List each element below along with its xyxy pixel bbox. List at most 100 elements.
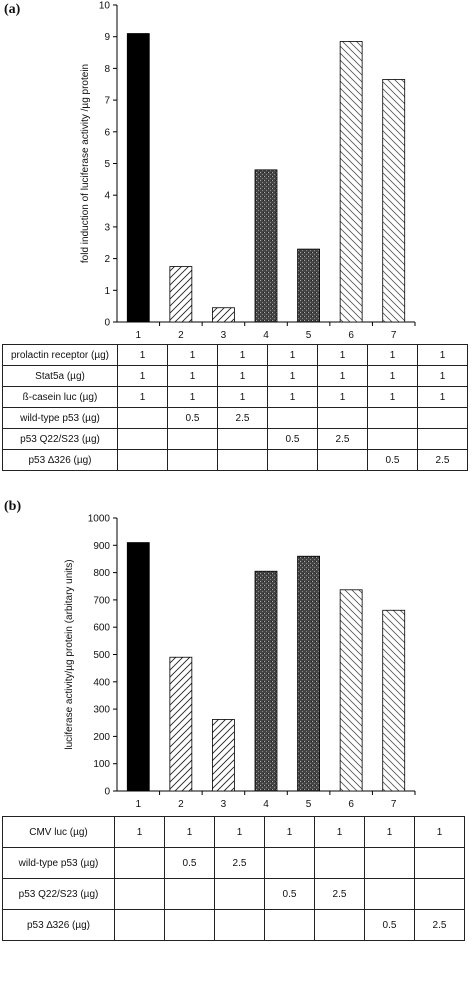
table-cell: 1: [267, 344, 318, 366]
row-label: Stat5a (µg): [2, 365, 118, 387]
table-cell: [317, 407, 368, 429]
row-label: p53 ∆326 (µg): [2, 449, 118, 471]
x-tick-label: 4: [263, 330, 269, 341]
table-cell: [364, 878, 415, 910]
y-tick-label: 900: [93, 541, 110, 552]
table-cell: 1: [167, 365, 218, 387]
bar-chart-b: 0 100 200 300 400 500 600 700 800 900 1000 lucifera…: [64, 514, 416, 810]
y-tick-label: 600: [93, 623, 110, 634]
x-tick-label: 3: [221, 799, 227, 810]
bar-chart-a: 0 1 2 3 4 5 6 7 8 9 10 fold induction of luciferase…: [80, 1, 416, 341]
bar-1: [126, 33, 150, 323]
row-label: p53 Q22/S23 (µg): [2, 428, 118, 450]
table-cell: 1: [167, 344, 218, 366]
table-cell: 1: [317, 344, 368, 366]
x-tick-label: 6: [348, 330, 354, 341]
x-tick-label: 7: [391, 799, 397, 810]
table-cell: [167, 428, 218, 450]
table-cell: 1: [367, 344, 418, 366]
table-cell: 2.5: [214, 847, 265, 879]
row-label: p53 Q22/S23 (µg): [2, 878, 115, 910]
y-tick-label: 5: [104, 159, 110, 170]
y-tick-label: 200: [93, 732, 110, 743]
table-cell: 2.5: [417, 449, 468, 471]
table-cell: 1: [317, 365, 368, 387]
y-tick-label: 800: [93, 568, 110, 579]
table-cell: [267, 407, 318, 429]
table-cell: 0.5: [364, 909, 415, 941]
y-tick-label: 700: [93, 595, 110, 606]
table-cell: [414, 878, 465, 910]
table-cell: 1: [167, 386, 218, 408]
table-cell: [117, 428, 168, 450]
table-row: CMV luc (µg) 1 1 1 1 1 1 1: [2, 816, 465, 848]
table-cell: [314, 909, 365, 941]
y-tick-label: 6: [104, 127, 110, 138]
y-tick-label: 8: [104, 64, 110, 75]
table-cell: 0.5: [367, 449, 418, 471]
y-axis-label: luciferase activity/µg protein (arbitary…: [64, 559, 75, 749]
table-cell: 1: [164, 816, 215, 848]
panel-a: (a) 0 1 2 3 4 5 6 7 8 9 10 fold induction of lucife…: [2, 1, 468, 471]
bar-7: [382, 79, 406, 323]
table-cell: [264, 909, 315, 941]
bar-5: [297, 555, 320, 792]
table-cell: 1: [114, 816, 165, 848]
y-tick-label: 0: [104, 318, 110, 329]
table-cell: 2.5: [217, 407, 268, 429]
table-cell: [367, 407, 418, 429]
y-tick-label: 400: [93, 677, 110, 688]
table-cell: [114, 909, 165, 941]
bar-2: [169, 266, 193, 323]
table-cell: [164, 878, 215, 910]
table-cell: [217, 449, 268, 471]
table-cell: [417, 407, 468, 429]
bar-1: [126, 542, 150, 792]
table-row: p53 ∆326 (µg) 0.5 2.5: [2, 449, 468, 471]
table-cell: [164, 909, 215, 941]
conditions-table-b: CMV luc (µg) 1 1 1 1 1 1 1 wild-type p53 (µg) 0.5…: [2, 816, 465, 941]
table-cell: [117, 407, 168, 429]
x-tick-label: 2: [178, 799, 184, 810]
bar-6: [339, 41, 363, 323]
bar-5: [297, 248, 320, 323]
table-cell: [267, 449, 318, 471]
table-cell: 0.5: [164, 847, 215, 879]
table-cell: 1: [417, 344, 468, 366]
panel-b: (b) 0 100 200 300 400 500 600 700 800 900 1000 luci…: [0, 497, 474, 994]
table-cell: 2.5: [317, 428, 368, 450]
table-cell: [214, 878, 265, 910]
table-cell: 0.5: [264, 878, 315, 910]
table-cell: [264, 847, 315, 879]
y-tick-label: 7: [104, 96, 110, 107]
bar-3: [212, 719, 235, 792]
panel-label: (b): [4, 499, 22, 514]
table-cell: [117, 449, 168, 471]
table-cell: 1: [267, 386, 318, 408]
table-cell: 2.5: [414, 909, 465, 941]
table-cell: 0.5: [167, 407, 218, 429]
table-cell: 1: [317, 386, 368, 408]
table-cell: [217, 428, 268, 450]
table-cell: 1: [117, 344, 168, 366]
x-tick-label: 3: [221, 330, 227, 341]
table-cell: [414, 847, 465, 879]
table-cell: [114, 878, 165, 910]
bar-4: [254, 570, 278, 792]
table-cell: 1: [267, 365, 318, 387]
y-tick-label: 300: [93, 705, 110, 716]
bar-6: [339, 589, 363, 792]
bar-7: [382, 609, 406, 792]
table-cell: 1: [417, 365, 468, 387]
y-tick-label: 100: [93, 759, 110, 770]
bar-3: [212, 307, 235, 323]
table-cell: 1: [264, 816, 315, 848]
row-label: wild-type p53 (µg): [2, 847, 115, 879]
y-axis-label: fold induction of luciferase activity /µ…: [80, 64, 91, 263]
x-tick-label: 4: [263, 799, 269, 810]
y-tick-label: 1000: [88, 514, 111, 525]
bar-2: [169, 656, 193, 792]
row-label: p53 ∆326 (µg): [2, 909, 115, 941]
table-row: ß-casein luc (µg) 1 1 1 1 1 1 1: [2, 386, 468, 408]
row-label: ß-casein luc (µg): [2, 386, 118, 408]
